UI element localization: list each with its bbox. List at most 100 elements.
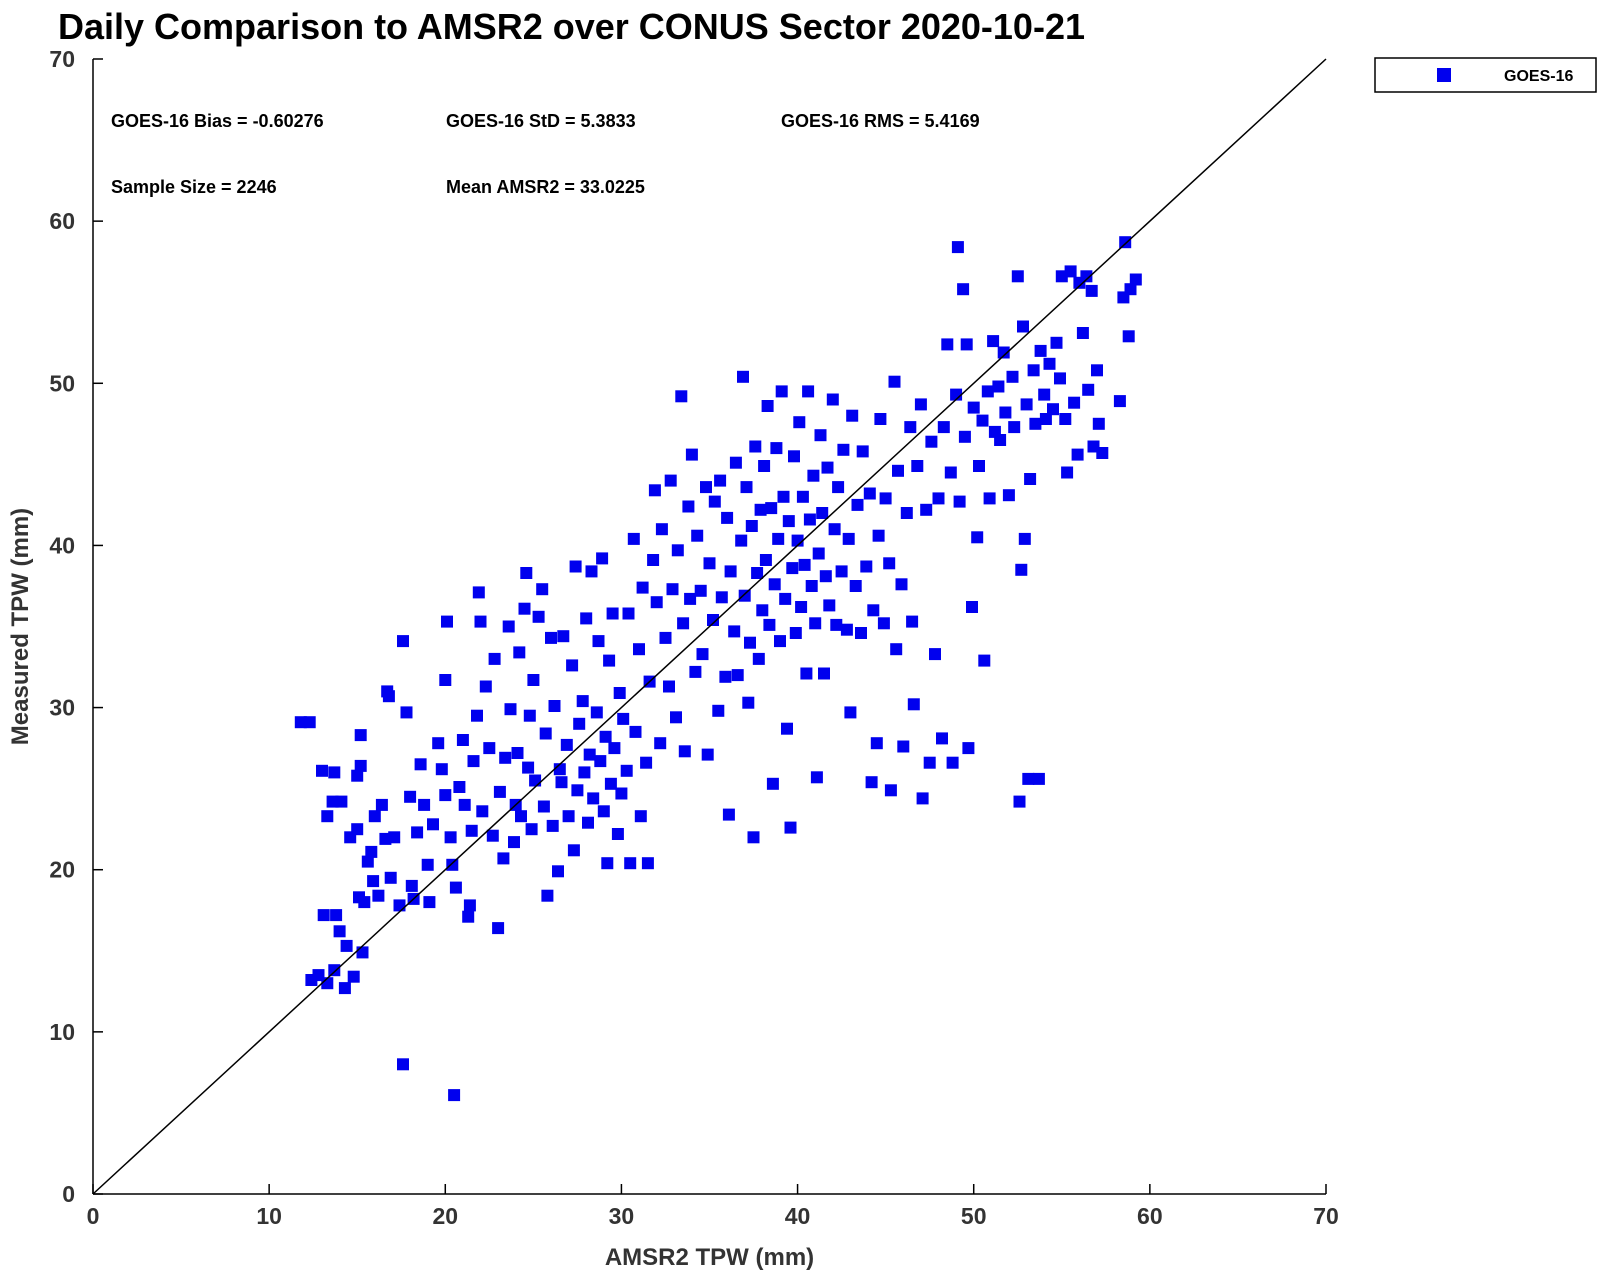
- data-point-square: [1113, 395, 1126, 408]
- data-point-square: [756, 604, 769, 617]
- x-tick-label: 70: [1313, 1203, 1339, 1229]
- data-point-square: [622, 607, 635, 620]
- data-point-square: [446, 858, 459, 871]
- data-point-square: [393, 899, 406, 912]
- y-ticks: 0 10 20 30 40 50 60 70: [49, 46, 103, 1207]
- data-point-square: [596, 552, 609, 565]
- data-point-square: [872, 529, 885, 542]
- data-point-square: [529, 774, 542, 787]
- data-point-square: [1002, 489, 1015, 502]
- data-point-square: [1024, 473, 1037, 485]
- data-point-square: [606, 607, 619, 620]
- data-point-square: [317, 909, 330, 922]
- data-point-square: [865, 776, 878, 789]
- data-point-square: [578, 766, 591, 779]
- data-point-square: [916, 792, 929, 805]
- data-point-square: [615, 787, 628, 800]
- data-point-square: [1050, 336, 1063, 349]
- data-point-square: [580, 612, 593, 625]
- data-point-square: [953, 495, 966, 508]
- data-point-square: [828, 523, 841, 536]
- data-point-square: [675, 390, 688, 403]
- data-point-square: [356, 946, 369, 959]
- data-point-square: [714, 474, 727, 487]
- data-point-square: [1122, 330, 1135, 343]
- data-point-square: [978, 654, 991, 667]
- data-point-square: [1119, 236, 1132, 249]
- data-point-square: [906, 615, 919, 628]
- data-point-square: [453, 781, 466, 793]
- data-point-square: [691, 529, 704, 542]
- data-point-square: [592, 635, 605, 648]
- data-point-square: [382, 690, 395, 703]
- x-tick-label: 20: [432, 1203, 458, 1229]
- data-point-square: [712, 704, 725, 717]
- data-point-square: [772, 532, 785, 545]
- data-point-square: [1032, 772, 1045, 785]
- data-point-square: [779, 592, 792, 605]
- data-point-square: [633, 643, 645, 656]
- data-point-square: [444, 831, 457, 844]
- y-tick-label: 70: [49, 46, 75, 72]
- x-axis-label: AMSR2 TPW (mm): [605, 1244, 814, 1271]
- data-point-square: [1091, 364, 1103, 377]
- data-point-square: [803, 513, 816, 526]
- data-point-square: [328, 766, 341, 779]
- stat-sample-size: Sample Size = 2246: [111, 177, 277, 197]
- data-point-square: [987, 335, 1000, 348]
- stat-rms: GOES-16 RMS = 5.4169: [781, 111, 980, 131]
- data-point-square: [818, 667, 830, 680]
- data-point-square: [904, 421, 917, 434]
- data-point-square: [1096, 447, 1109, 459]
- data-point-square: [532, 610, 545, 623]
- data-point-square: [835, 565, 848, 578]
- data-point-square: [1011, 270, 1024, 283]
- data-point-square: [812, 547, 825, 560]
- data-point-square: [844, 706, 857, 719]
- data-point-square: [837, 443, 850, 456]
- data-point-square: [640, 756, 653, 769]
- data-point-square: [936, 732, 948, 745]
- data-point-square: [333, 925, 346, 938]
- x-ticks: 0 10 20 30 40 50 60 70: [87, 1184, 1339, 1229]
- data-point-square: [573, 717, 586, 730]
- data-point-square: [1017, 320, 1029, 333]
- data-point-square: [826, 393, 839, 406]
- data-point-square: [465, 824, 478, 837]
- data-point-square: [729, 456, 742, 469]
- data-point-square: [670, 711, 682, 724]
- data-point-square: [1071, 448, 1084, 461]
- data-point-square: [340, 939, 353, 952]
- data-point-square: [696, 648, 709, 661]
- statistics-annotations: GOES-16 Bias = -0.60276 GOES-16 StD = 5.…: [111, 111, 980, 197]
- data-point-square: [1039, 413, 1052, 425]
- data-point-square: [793, 416, 806, 429]
- data-point-square: [911, 460, 924, 472]
- data-point-square: [365, 845, 378, 858]
- data-point-square: [971, 531, 984, 544]
- data-point-square: [786, 562, 799, 575]
- data-point-square: [883, 557, 896, 570]
- data-point-square: [976, 414, 989, 427]
- data-point-square: [471, 709, 483, 722]
- data-point-square: [449, 881, 462, 894]
- data-point-square: [788, 450, 800, 463]
- data-point-square: [397, 1058, 409, 1071]
- data-point-square: [439, 674, 452, 686]
- data-point-square: [1029, 417, 1042, 430]
- data-point-square: [742, 696, 755, 709]
- data-point-square: [821, 461, 834, 474]
- data-point-square: [629, 725, 642, 738]
- data-point-square: [523, 709, 536, 722]
- data-point-square: [809, 617, 822, 630]
- data-point-square: [463, 899, 476, 912]
- data-point-square: [486, 829, 499, 842]
- data-point-square: [611, 828, 624, 840]
- data-point-square: [805, 580, 818, 592]
- data-point-square: [479, 680, 492, 693]
- data-point-square: [597, 805, 610, 818]
- data-point-square: [932, 492, 945, 505]
- data-point-square: [351, 823, 364, 836]
- data-point-square: [641, 857, 654, 870]
- data-point-square: [522, 761, 535, 774]
